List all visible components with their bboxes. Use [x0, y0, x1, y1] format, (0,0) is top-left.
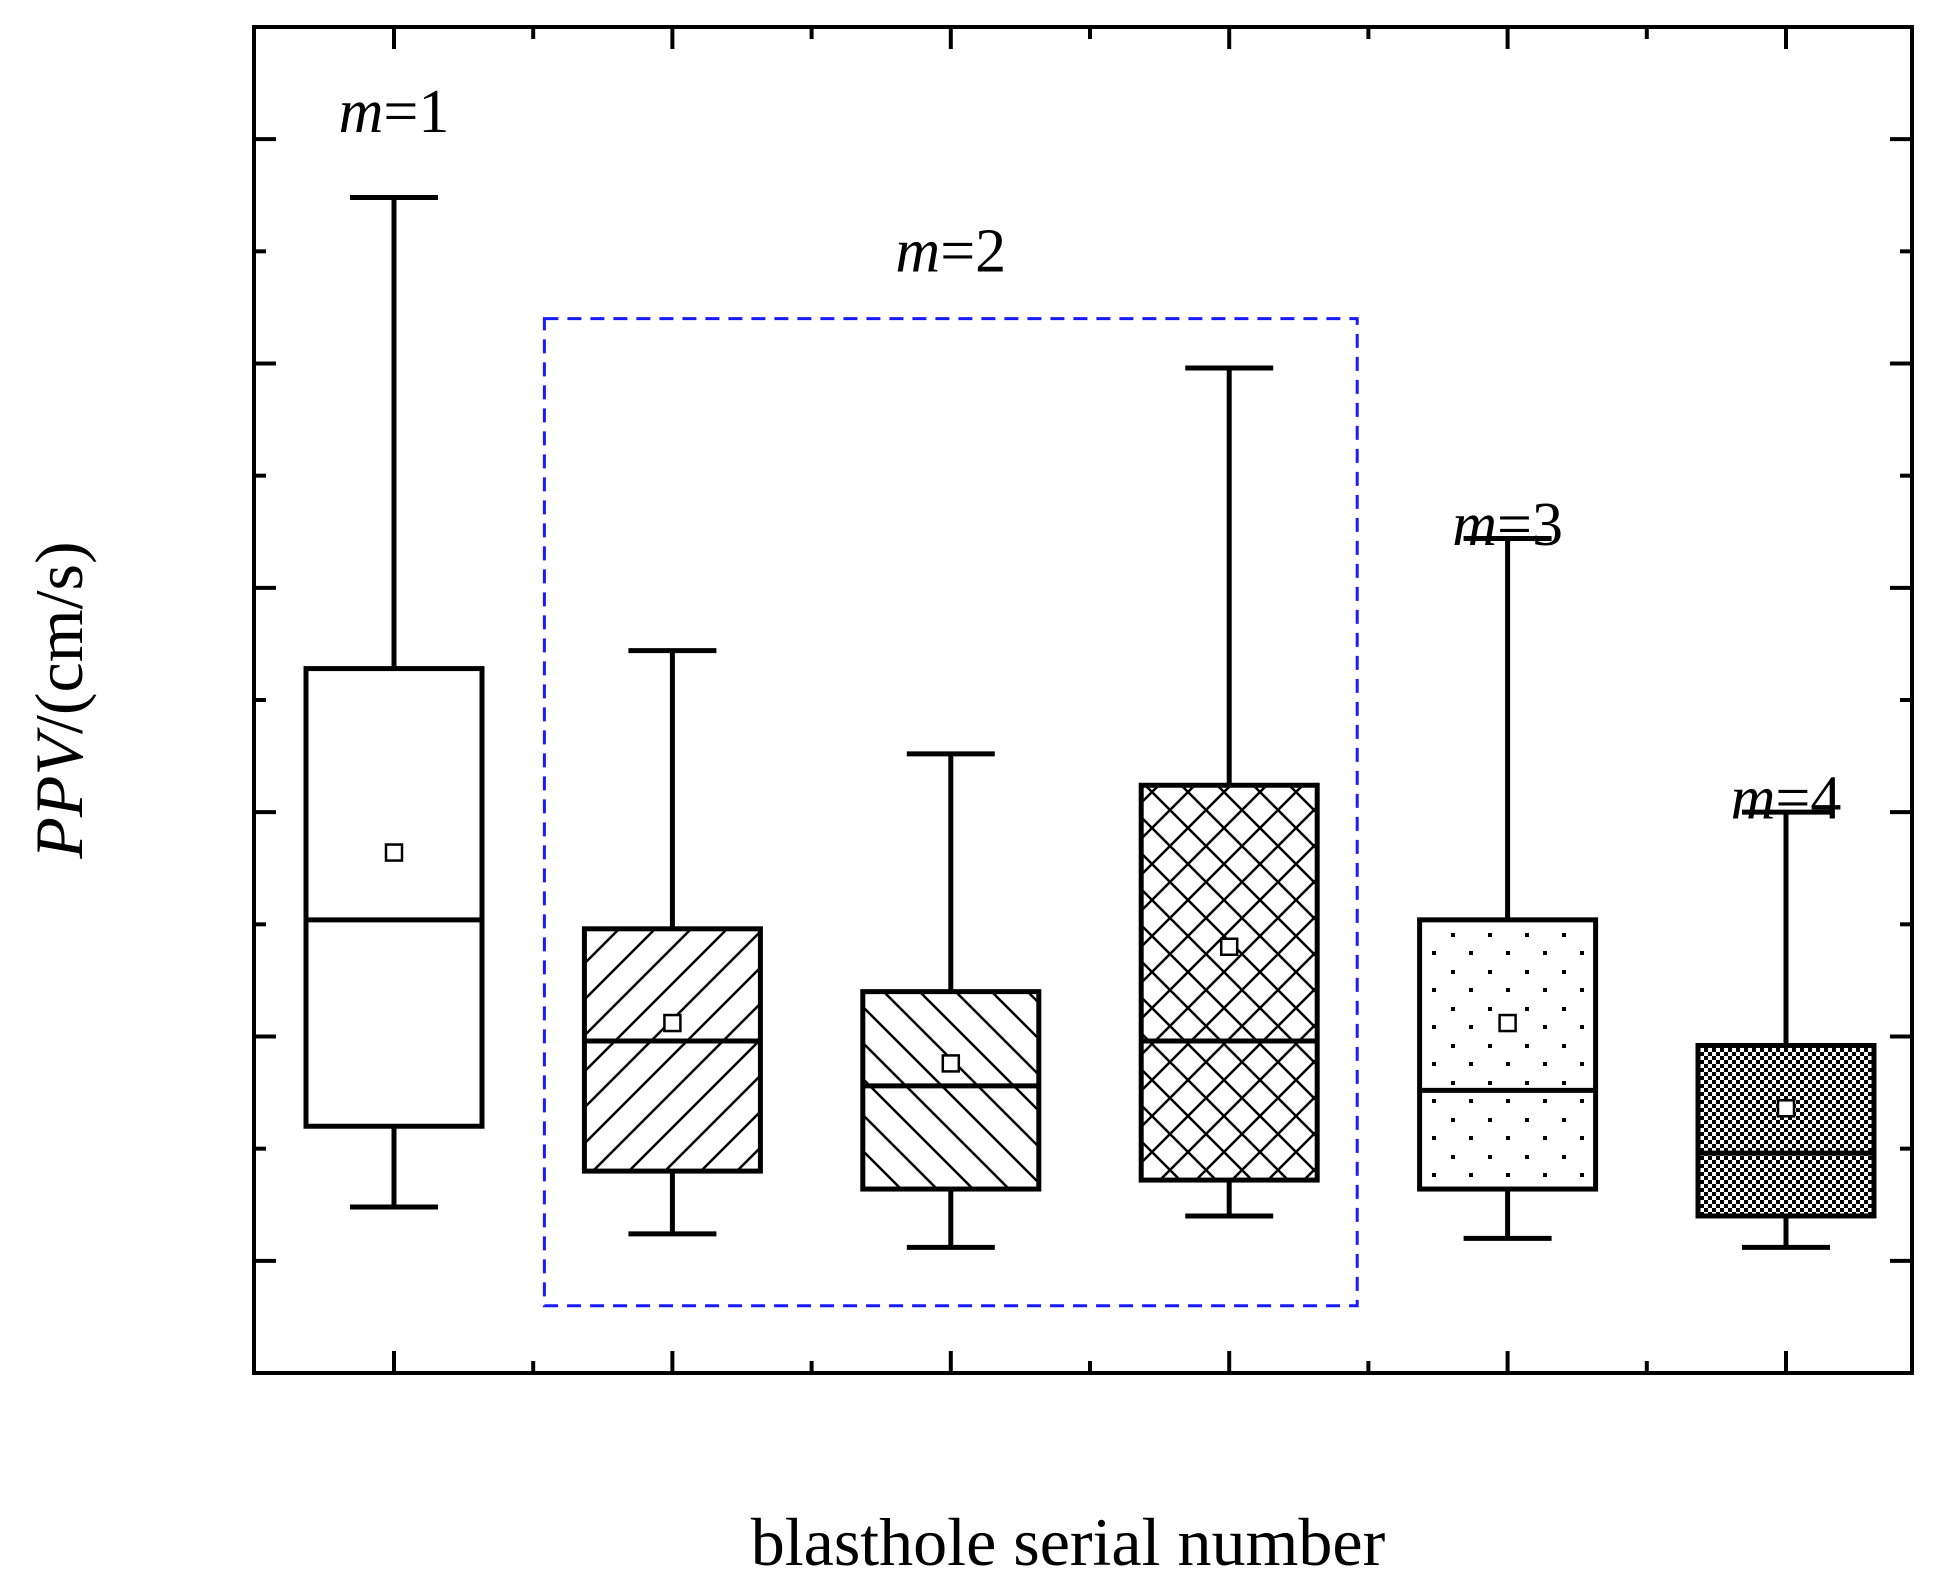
group-dashed-box — [542, 317, 1359, 1308]
annotation-value: =3 — [1497, 491, 1563, 559]
group-annotation: m=4 — [1731, 765, 1842, 833]
box-mean-marker-C — [941, 1054, 961, 1073]
box-C — [860, 989, 1042, 1192]
box-mean-marker-E — [1498, 1013, 1517, 1033]
box-D — [1138, 782, 1320, 1183]
annotation-variable: m — [1452, 491, 1497, 559]
box-mean-marker-A — [384, 843, 404, 862]
annotation-variable: m — [1731, 765, 1776, 833]
box-A — [303, 666, 485, 1129]
box-mean-marker-B — [663, 1013, 682, 1033]
box-B — [581, 926, 763, 1174]
box-mean-marker-F — [1776, 1099, 1796, 1118]
annotation-value: =1 — [383, 78, 449, 146]
annotation-value: =4 — [1775, 765, 1841, 833]
group-annotation: m=2 — [895, 217, 1006, 285]
y-axis-title-unit: /(cm/s) — [21, 541, 97, 734]
x-axis-title: blasthole serial number — [751, 1504, 1386, 1580]
plot-frame — [252, 25, 1914, 1375]
annotation-value: =2 — [940, 217, 1006, 285]
box-mean-marker-D — [1219, 937, 1239, 957]
y-axis-title-variable: PPV — [21, 727, 97, 860]
group-annotation: m=3 — [1452, 491, 1563, 559]
box-E — [1417, 917, 1599, 1192]
annotation-variable: m — [895, 217, 940, 285]
y-axis-title: PPV/(cm/s) — [21, 541, 97, 859]
annotation-variable: m — [339, 78, 384, 146]
box-F — [1695, 1042, 1877, 1219]
group-annotation: m=1 — [339, 78, 450, 146]
